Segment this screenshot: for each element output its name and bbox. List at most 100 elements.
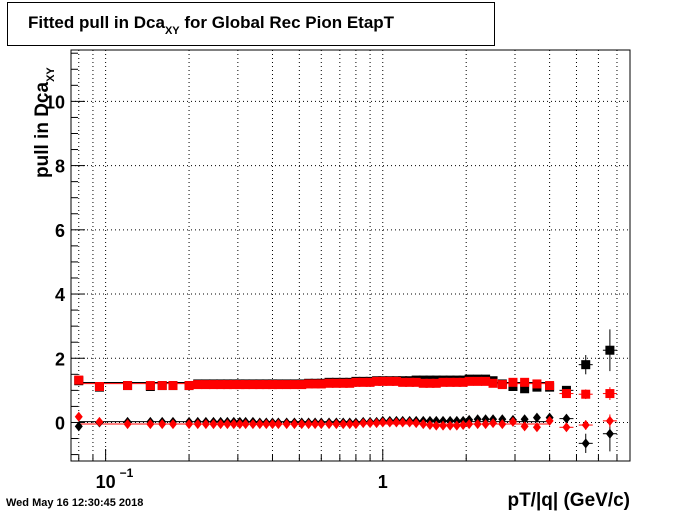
data-point-square-red — [248, 380, 258, 390]
data-point-diamond-black — [562, 413, 571, 424]
chart-title-main: Fitted pull in Dca — [28, 13, 165, 32]
timestamp: Wed May 16 12:30:45 2018 — [6, 497, 144, 509]
data-point-diamond-red — [282, 419, 291, 430]
data-point-square-red — [520, 377, 530, 387]
data-point-square-red — [216, 380, 226, 390]
data-point-square-red — [605, 389, 615, 399]
data-point-square-black — [581, 360, 591, 370]
data-point-square-red — [431, 378, 441, 388]
data-point-diamond-red — [489, 418, 498, 429]
y-tick-label: 4 — [55, 285, 65, 305]
data-point-square-red — [184, 381, 194, 391]
data-point-diamond-red — [465, 419, 474, 430]
data-point-diamond-red — [262, 419, 271, 430]
data-point-square-red — [241, 380, 251, 390]
data-point-diamond-red — [366, 418, 375, 429]
data-point-diamond-red — [473, 419, 482, 430]
data-point-diamond-red — [562, 422, 571, 433]
data-point-square-red — [458, 377, 468, 387]
data-point-diamond-red — [412, 418, 421, 429]
data-point-diamond-red — [168, 419, 177, 430]
data-point-square-red — [157, 381, 167, 391]
data-point-diamond-red — [209, 419, 218, 430]
data-point-diamond-red — [459, 420, 468, 431]
data-point-square-red — [145, 381, 155, 391]
data-point-square-red — [289, 380, 299, 390]
data-point-square-red — [581, 389, 591, 399]
data-point-square-red — [94, 382, 104, 392]
data-point-square-black — [605, 345, 615, 355]
data-point-diamond-red — [311, 419, 320, 430]
data-point-diamond-red — [95, 416, 104, 427]
data-point-diamond-red — [339, 419, 348, 430]
data-point-diamond-red — [520, 421, 529, 432]
data-point-diamond-black — [581, 438, 590, 449]
data-point-square-red — [74, 375, 84, 385]
chart-title-subscript: XY — [164, 25, 180, 37]
data-point-diamond-red — [419, 419, 428, 430]
y-tick-label: 6 — [55, 221, 65, 241]
data-point-square-red — [405, 377, 415, 387]
data-point-diamond-red — [332, 419, 341, 430]
data-point-diamond-black — [532, 412, 541, 423]
data-point-square-red — [316, 379, 326, 389]
data-point-square-red — [488, 378, 498, 388]
data-point-square-red — [473, 376, 483, 386]
data-point-diamond-red — [345, 419, 354, 430]
x-tick-label: 10 — [96, 472, 116, 492]
data-point-diamond-red — [581, 420, 590, 431]
data-point-square-red — [168, 381, 178, 391]
data-point-diamond-red — [325, 419, 334, 430]
data-point-diamond-red — [432, 420, 441, 431]
data-point-square-red — [378, 376, 388, 386]
data-point-square-red — [208, 380, 218, 390]
x-tick-label: 1 — [378, 472, 388, 492]
data-point-square-red — [358, 377, 368, 387]
data-point-square-red — [331, 378, 341, 388]
data-point-square-red — [425, 378, 435, 388]
data-point-square-red — [273, 380, 283, 390]
data-point-diamond-red — [235, 419, 244, 430]
data-point-diamond-red — [248, 419, 257, 430]
data-point-square-red — [255, 380, 265, 390]
data-point-diamond-red — [398, 417, 407, 428]
data-point-square-red — [193, 380, 203, 390]
title-box: Fitted pull in DcaXY for Global Rec Pion… — [7, 2, 495, 46]
y-tick-label: 10 — [45, 92, 65, 112]
data-point-diamond-red — [216, 419, 225, 430]
data-point-square-red — [304, 379, 314, 389]
x-axis-label: pT/|q| (GeV/c) — [507, 490, 630, 511]
data-point-diamond-red — [185, 419, 194, 430]
data-point-diamond-red — [351, 419, 360, 430]
data-point-square-red — [261, 380, 271, 390]
data-point-square-red — [438, 377, 448, 387]
data-point-diamond-red — [74, 411, 83, 422]
data-point-diamond-black — [74, 421, 83, 432]
y-axis-label: pull in DcaXY — [32, 67, 57, 178]
data-point-square-red — [481, 376, 491, 386]
data-point-diamond-red — [545, 415, 554, 426]
data-point-square-red — [372, 376, 382, 386]
data-point-square-red — [398, 377, 408, 387]
data-point-diamond-red — [508, 416, 517, 427]
data-point-diamond-red — [297, 419, 306, 430]
plot-frame — [70, 49, 631, 462]
data-point-square-red — [452, 377, 462, 387]
data-point-diamond-red — [405, 417, 414, 428]
data-point-square-black — [520, 384, 530, 394]
data-point-diamond-red — [223, 419, 232, 430]
data-point-diamond-red — [304, 419, 313, 430]
data-point-diamond-black — [605, 428, 614, 439]
data-point-diamond-black — [520, 414, 529, 425]
data-point-diamond-red — [229, 419, 238, 430]
data-point-square-red — [338, 378, 348, 388]
chart-title-rest: for Global Rec Pion EtapT — [179, 13, 395, 32]
data-point-square-red — [235, 380, 245, 390]
data-point-square-red — [351, 377, 361, 387]
data-point-square-red — [497, 380, 507, 390]
data-point-square-red — [201, 380, 211, 390]
data-point-square-red — [267, 380, 277, 390]
data-point-diamond-red — [446, 420, 455, 431]
data-point-diamond-red — [372, 418, 381, 429]
x-tick-label-exponent: −1 — [120, 466, 134, 480]
